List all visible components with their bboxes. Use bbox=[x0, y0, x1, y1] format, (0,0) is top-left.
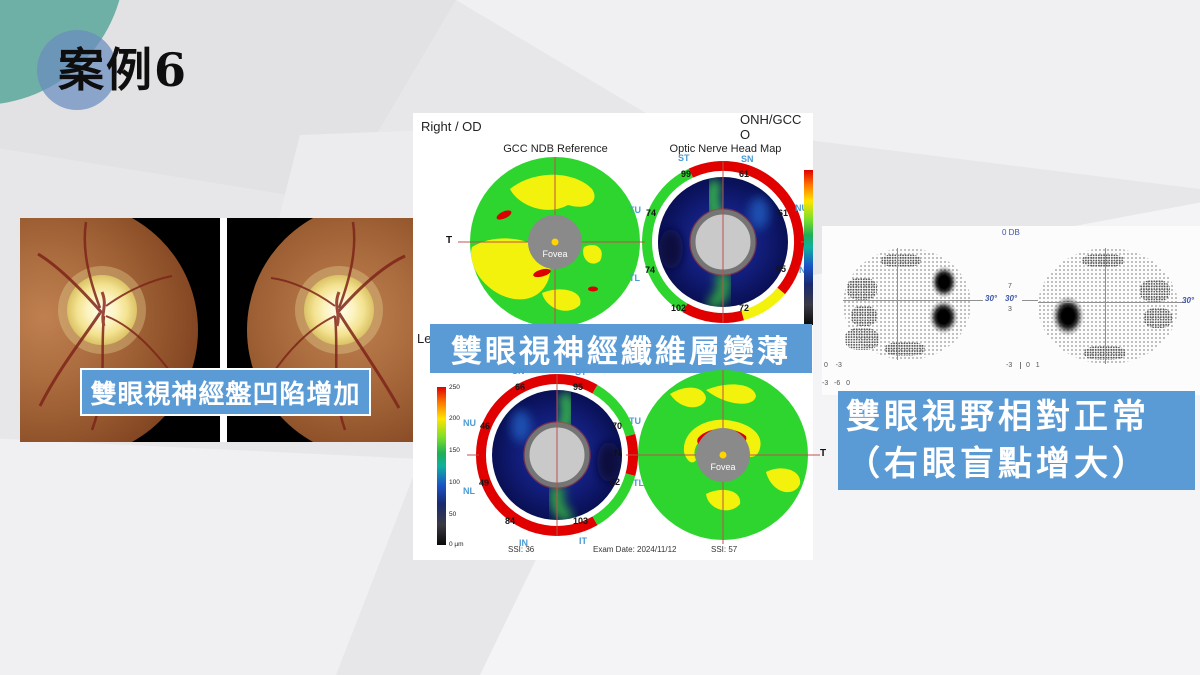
onh-sector-label: NL bbox=[463, 486, 475, 496]
onh-sector-label: SN bbox=[741, 154, 754, 164]
onh-sector-value: 70 bbox=[612, 421, 623, 431]
onh-sector-label: NU bbox=[463, 418, 476, 428]
degree-label: 30° bbox=[1005, 294, 1018, 303]
onh-sector-label: TL bbox=[629, 273, 640, 283]
vf-values: -3 -6 0 bbox=[822, 380, 851, 387]
vf-map-right-eye bbox=[843, 248, 971, 360]
oct-caption: 雙眼視神經纖維層變薄 bbox=[430, 324, 812, 373]
onh-sector-value: 74 bbox=[646, 208, 657, 218]
degree-label: 30° bbox=[985, 294, 998, 303]
onh-sector-label: SN bbox=[512, 366, 525, 376]
vf-caption: 雙眼視野相對正常 （右眼盲點增大） bbox=[838, 391, 1195, 490]
gcc-map-title: GCC NDB Reference bbox=[503, 143, 608, 155]
gcc-map-left-eye: N T Fovea bbox=[614, 368, 828, 548]
onh-map-title: Optic Nerve Head Map bbox=[669, 143, 782, 155]
right-eye-label: Right / OD bbox=[421, 119, 482, 134]
onh-sector-label: TU bbox=[629, 205, 641, 215]
fundus-photo-pair: 雙眼視神經盤凹陷增加 bbox=[0, 202, 503, 458]
onh-sector-value: 62 bbox=[610, 477, 621, 487]
ssi-right: SSI: 36 bbox=[508, 545, 535, 554]
onh-sector-value: 74 bbox=[645, 265, 656, 275]
onh-sector-label: NU bbox=[795, 203, 808, 213]
exam-date: Exam Date: 2024/11/12 bbox=[593, 545, 677, 554]
onh-sector-value: 95 bbox=[573, 382, 584, 392]
visual-field-panel: 0 DB 30° 7 30° 3 30° bbox=[822, 226, 1200, 395]
db-scale-label: 0 DB bbox=[1002, 228, 1020, 237]
onh-sector-value: 65 bbox=[776, 264, 787, 274]
vf-values: 0 1 bbox=[1020, 362, 1040, 369]
onh-sector-label: TU bbox=[629, 416, 641, 426]
onh-sector-value: 61 bbox=[739, 169, 750, 179]
gcc-map-right-svg bbox=[458, 157, 652, 331]
ssi-left: SSI: 57 bbox=[711, 545, 738, 554]
axis-label-temporal: T bbox=[820, 448, 827, 459]
vf-values: 0 -3 bbox=[824, 362, 842, 369]
vf-caption-line1: 雙眼視野相對正常 bbox=[846, 396, 1150, 437]
colorbar-tick: 250 bbox=[449, 384, 460, 391]
degree-label: 30° bbox=[1182, 296, 1195, 305]
photo-divider bbox=[220, 218, 227, 442]
fovea-label: Fovea bbox=[542, 249, 568, 259]
oct-report-panel: ONH/GCC O Right / OD GCC NDB Reference O… bbox=[413, 112, 826, 560]
onh-sector-value: 103 bbox=[573, 516, 589, 526]
onh-sector-value: 99 bbox=[681, 169, 692, 179]
blind-spot bbox=[929, 300, 958, 334]
onh-sector-label: IN bbox=[519, 538, 528, 548]
onh-sector-value: 72 bbox=[739, 303, 750, 313]
thickness-colorbar-left bbox=[437, 387, 446, 545]
onh-sector-value: 66 bbox=[515, 382, 526, 392]
report-header: ONH/GCC O bbox=[740, 112, 802, 142]
onh-map-right-svg bbox=[633, 160, 813, 323]
onh-map-right-eye: ST SN TU NU TL NL IT IN 99 61 74 61 74 6… bbox=[629, 153, 813, 339]
fovea-label: Fovea bbox=[710, 462, 736, 472]
left-eye-label: Le bbox=[417, 331, 432, 346]
gcc-map-left-svg bbox=[626, 370, 820, 544]
onh-map-left-eye: SN ST NU TU NL TL IN IT 66 95 46 70 49 6… bbox=[463, 366, 647, 552]
onh-sector-label: IT bbox=[579, 536, 587, 546]
colorbar-tick: 150 bbox=[449, 447, 460, 454]
thickness-colorbar-right bbox=[804, 170, 813, 325]
onh-sector-label: ST bbox=[678, 153, 690, 163]
vf-mark: 7 bbox=[1008, 283, 1012, 290]
fundus-caption: 雙眼視神經盤凹陷增加 bbox=[80, 368, 371, 416]
vf-map-left-eye bbox=[1038, 248, 1178, 364]
onh-sector-label: TL bbox=[633, 478, 644, 488]
axis-label-nasal: N bbox=[614, 448, 622, 459]
vf-values: -3 bbox=[1006, 362, 1013, 369]
vf-mark: 3 bbox=[1008, 306, 1012, 313]
page-title: 案例6 bbox=[58, 43, 189, 97]
axis-label-temporal: T bbox=[446, 235, 453, 246]
onh-sector-value: 61 bbox=[778, 208, 789, 218]
colorbar-tick: 100 bbox=[449, 479, 460, 486]
gcc-map-right-eye: T N Fovea bbox=[446, 155, 660, 335]
onh-sector-value: 49 bbox=[479, 478, 490, 488]
colorbar-tick: 50 bbox=[449, 511, 457, 518]
onh-sector-value: 46 bbox=[480, 421, 491, 431]
onh-map-left-svg bbox=[467, 374, 647, 536]
colorbar-tick: 0 µm bbox=[449, 541, 464, 548]
title-accent-circle bbox=[37, 30, 117, 110]
onh-sector-value: 84 bbox=[505, 516, 516, 526]
onh-sector-label: ST bbox=[575, 367, 587, 377]
colorbar-tick: 200 bbox=[449, 415, 460, 422]
vf-caption-line2: （右眼盲點增大） bbox=[846, 443, 1150, 484]
onh-sector-value: 102 bbox=[671, 303, 687, 313]
blind-spot bbox=[931, 266, 957, 298]
